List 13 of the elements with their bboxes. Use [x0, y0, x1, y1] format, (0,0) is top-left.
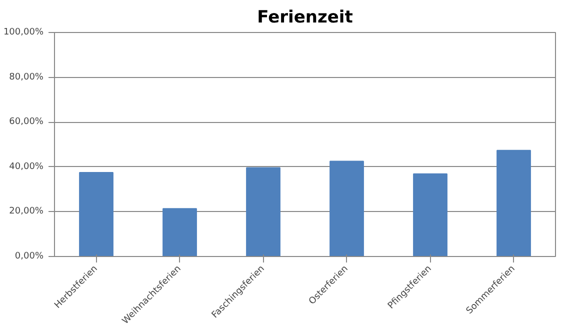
bar — [330, 160, 364, 256]
bar — [162, 208, 197, 256]
y-tick-label: 60,00% — [9, 117, 44, 128]
chart-title: Ferienzeit — [257, 8, 353, 28]
y-tick-label: 0,00% — [14, 252, 44, 262]
y-tick-label: 80,00% — [9, 72, 44, 82]
y-tick-label: 20,00% — [9, 206, 44, 217]
bar — [496, 150, 531, 256]
bar — [413, 173, 448, 256]
y-tick-label: 40,00% — [9, 162, 44, 172]
y-tick-label: 100,00% — [3, 28, 44, 38]
bar — [246, 167, 280, 256]
bar — [79, 172, 114, 256]
